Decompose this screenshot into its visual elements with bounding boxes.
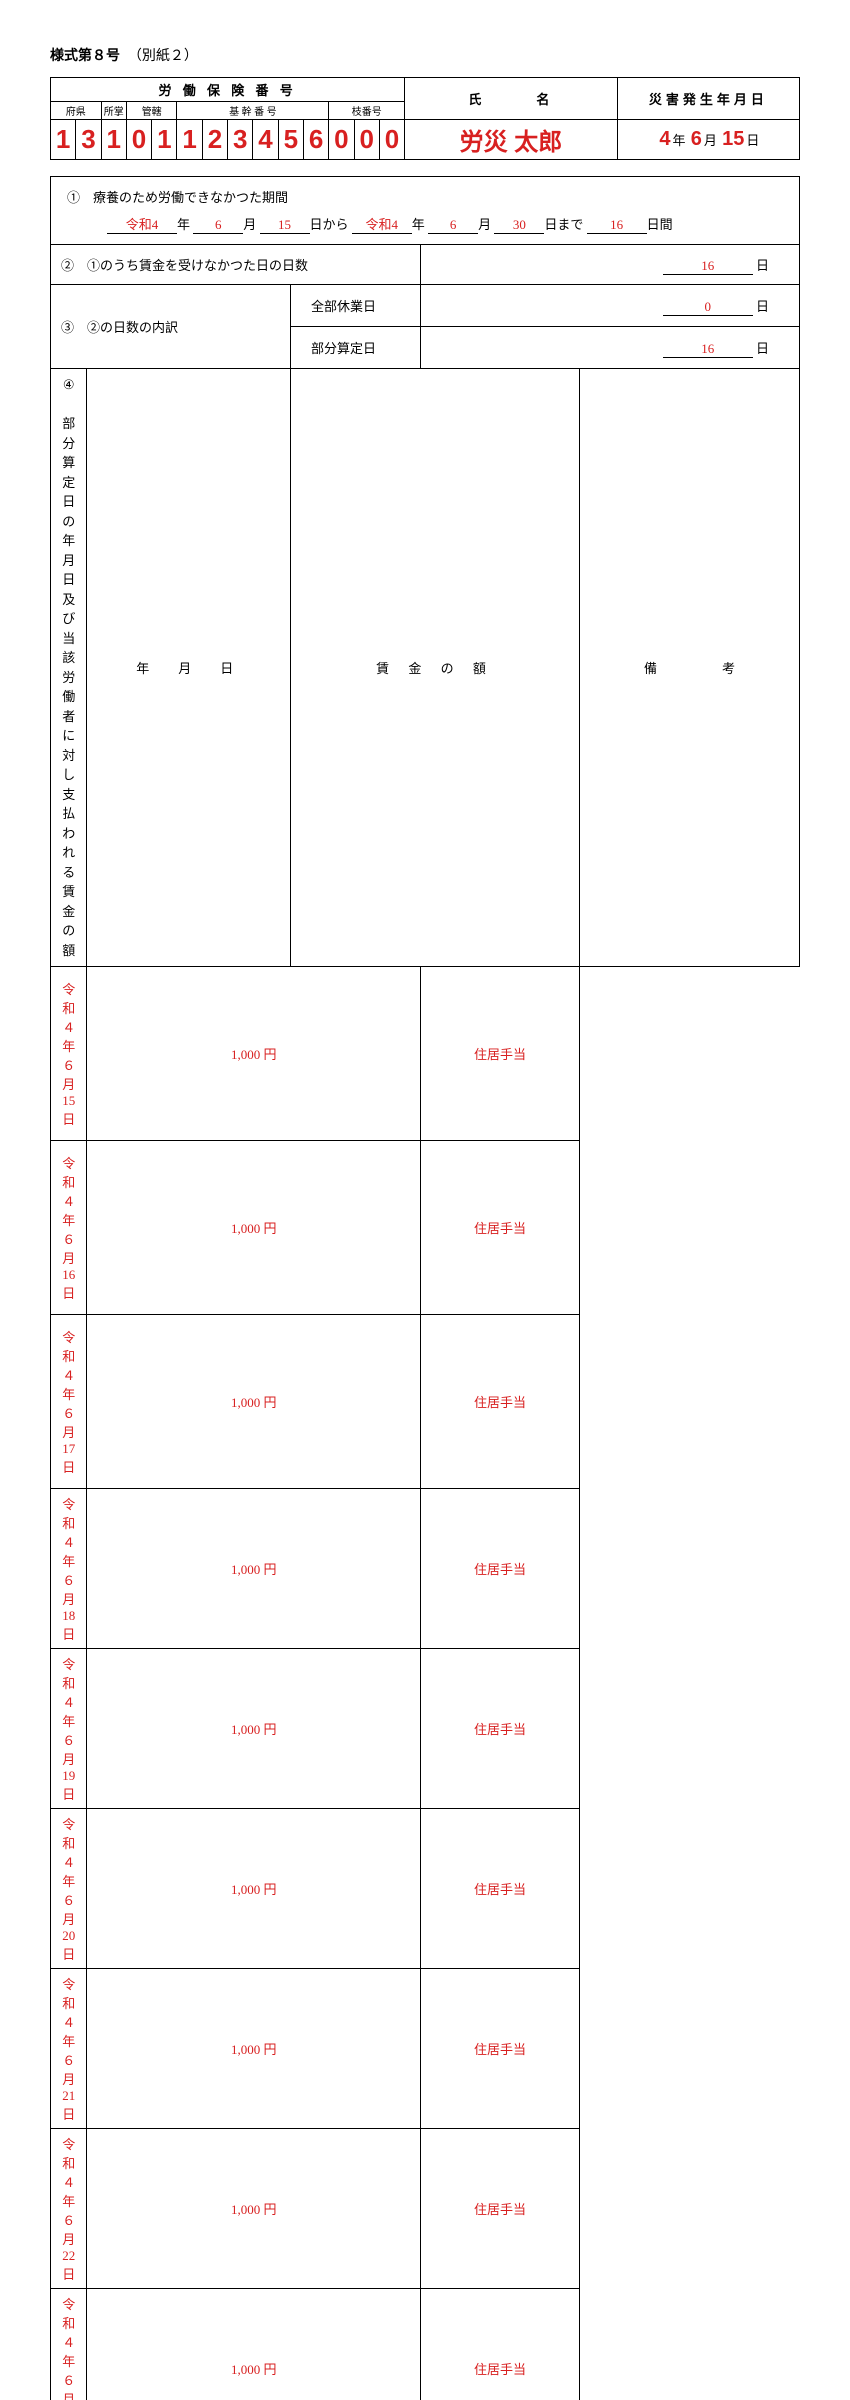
wage-row: 令和４年６月 22 日1,000 円住居手当 [51,2129,800,2289]
wage-row: 令和４年６月 20 日1,000 円住居手当 [51,1809,800,1969]
wage-amount: 1,000 円 [87,1489,421,1649]
section3-full-value: 0 日 [421,285,800,327]
wage-date: 令和４年６月 17 日 [51,1315,87,1489]
wage-date: 令和４年６月 21 日 [51,1969,87,2129]
wage-remarks: 住居手当 [421,1489,580,1649]
wage-row: 令和４年６月 15 日1,000 円住居手当 [51,967,800,1141]
wage-amount: 1,000 円 [87,1969,421,2129]
wage-remarks: 住居手当 [421,1315,580,1489]
form-title: 様式第８号 （別紙２） [50,45,800,65]
accident-date-value: 4年 6月 15日 [617,120,799,160]
insurance-digit: 0 [379,120,404,160]
section4-col-date: 年 月 日 [87,369,291,967]
wage-date: 令和４年６月 18 日 [51,1489,87,1649]
wage-amount: 1,000 円 [87,2129,421,2289]
insurance-digit: 1 [177,120,202,160]
section1-period: 令和4年 6月 15日から 令和4年 6月 30日まで 16日間 [67,214,783,234]
insurance-digit: 1 [101,120,126,160]
wage-row: 令和４年６月 19 日1,000 円住居手当 [51,1649,800,1809]
section2-value: 16 日 [421,245,800,285]
wage-row: 令和４年６月 18 日1,000 円住居手当 [51,1489,800,1649]
insurance-digit: 1 [152,120,177,160]
wage-remarks: 住居手当 [421,1649,580,1809]
section2-label: ② ①のうち賃金を受けなかつた日の日数 [51,245,421,285]
wage-date: 令和４年６月 23 日 [51,2289,87,2400]
section1: ① 療養のため労働できなかつた期間 令和4年 6月 15日から 令和4年 6月 … [51,177,800,245]
wage-amount: 1,000 円 [87,1315,421,1489]
wage-amount: 1,000 円 [87,1141,421,1315]
wage-date: 令和４年６月 20 日 [51,1809,87,1969]
wage-amount: 1,000 円 [87,1649,421,1809]
section1-label: ① 療養のため労働できなかつた期間 [67,187,783,206]
wage-amount: 1,000 円 [87,1809,421,1969]
sub-prefecture: 府県 [51,102,102,120]
insurance-digit: 6 [303,120,328,160]
accident-date-label: 災害発生年月日 [617,78,799,120]
header-table: 労 働 保 険 番 号 氏 名 災害発生年月日 府県 所掌 管轄 基 幹 番 号… [50,77,800,160]
insurance-digit: 3 [228,120,253,160]
sub-jurisdiction: 所掌 [101,102,126,120]
wage-row: 令和４年６月 23 日1,000 円住居手当 [51,2289,800,2400]
section4-col-remarks: 備 考 [580,369,800,967]
sub-branch: 枝番号 [329,102,405,120]
wage-date: 令和４年６月 16 日 [51,1141,87,1315]
insurance-digit: 0 [126,120,151,160]
insurance-digit: 2 [202,120,227,160]
main-table: ① 療養のため労働できなかつた期間 令和4年 6月 15日から 令和4年 6月 … [50,176,800,2400]
wage-row: 令和４年６月 16 日1,000 円住居手当 [51,1141,800,1315]
insurance-digit: 0 [329,120,354,160]
wage-date: 令和４年６月 15 日 [51,967,87,1141]
wage-amount: 1,000 円 [87,967,421,1141]
wage-date: 令和４年６月 19 日 [51,1649,87,1809]
name-label: 氏 名 [405,78,618,120]
wage-row: 令和４年６月 21 日1,000 円住居手当 [51,1969,800,2129]
wage-remarks: 住居手当 [421,1969,580,2129]
wage-remarks: 住居手当 [421,967,580,1141]
sub-office: 管轄 [126,102,177,120]
wage-row: 令和４年６月 17 日1,000 円住居手当 [51,1315,800,1489]
wage-remarks: 住居手当 [421,2129,580,2289]
wage-remarks: 住居手当 [421,2289,580,2400]
form-title-sub: （別紙２） [128,47,198,63]
insurance-digit: 1 [51,120,76,160]
insurance-digit: 0 [354,120,379,160]
insurance-digit: 4 [253,120,278,160]
wage-date: 令和４年６月 22 日 [51,2129,87,2289]
sub-main-no: 基 幹 番 号 [177,102,329,120]
form-title-main: 様式第８号 [50,47,120,63]
section4-vertical-label: ④部分算定日の年月日及び当該労働者に対し支払われる賃金の額 [51,369,87,967]
insurance-number-label: 労 働 保 険 番 号 [51,78,405,102]
insurance-digit: 3 [76,120,101,160]
name-value: 労災 太郎 [405,120,618,160]
wage-remarks: 住居手当 [421,1141,580,1315]
wage-remarks: 住居手当 [421,1809,580,1969]
wage-amount: 1,000 円 [87,2289,421,2400]
section3-part-label: 部分算定日 [291,327,421,369]
section3-label: ③ ②の日数の内訳 [51,285,291,369]
section3-part-value: 16 日 [421,327,800,369]
section3-full-label: 全部休業日 [291,285,421,327]
insurance-digit: 5 [278,120,303,160]
section4-col-amount: 賃 金 の 額 [291,369,580,967]
